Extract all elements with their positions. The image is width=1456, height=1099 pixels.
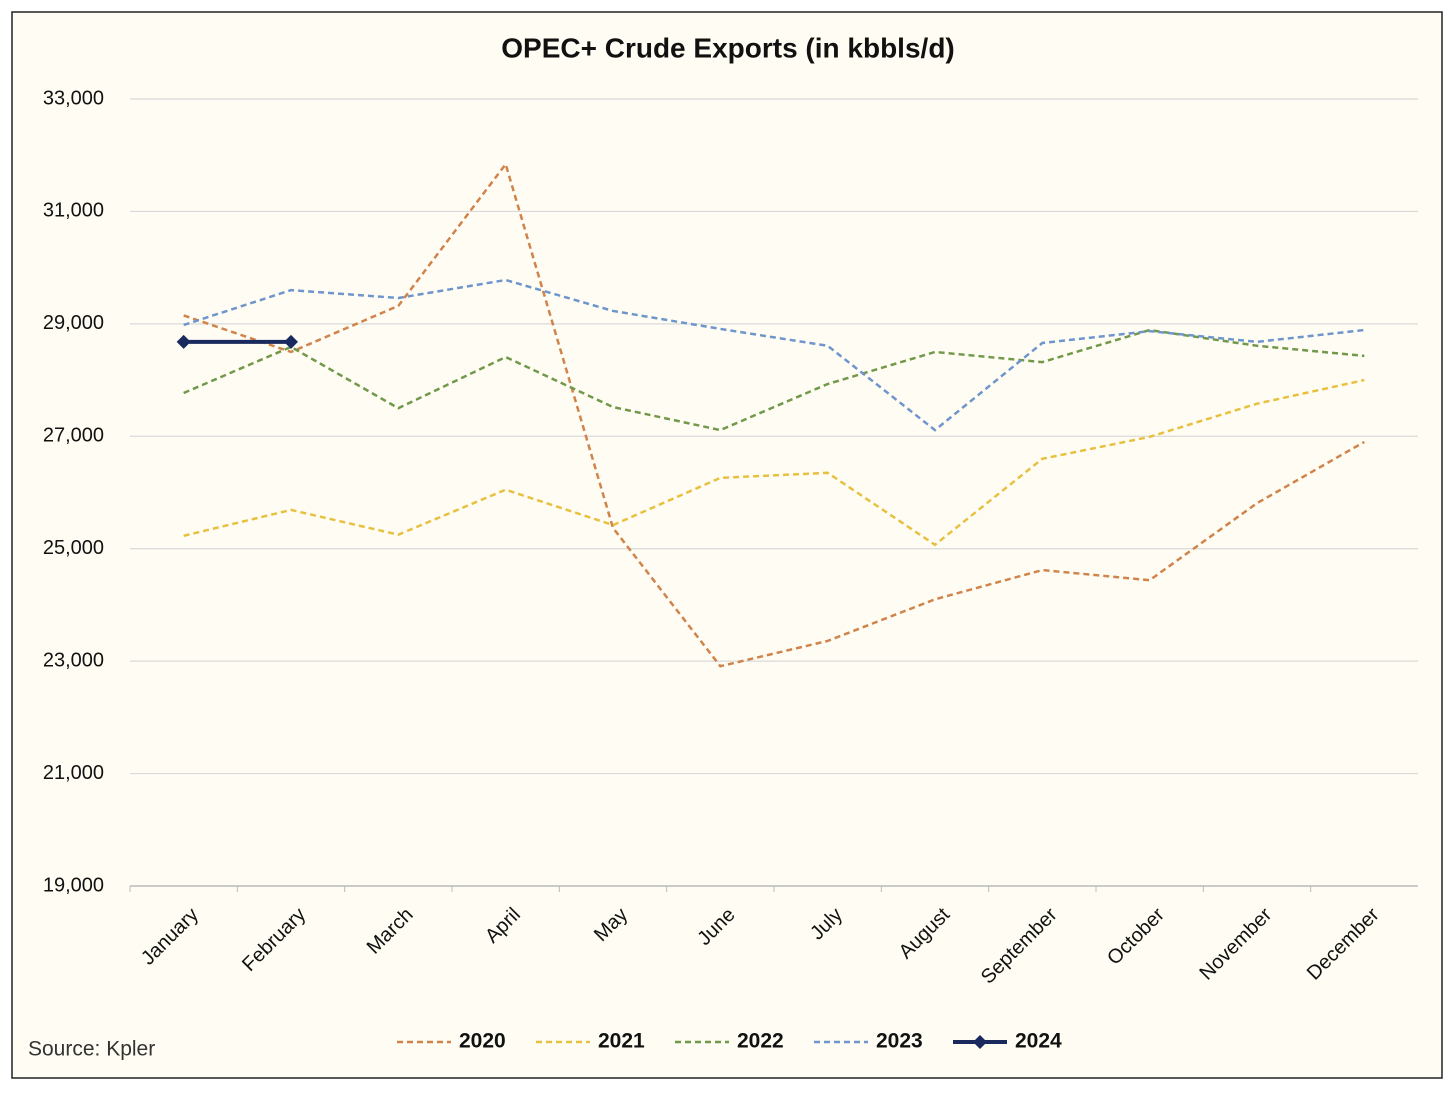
y-tick-label: 31,000 bbox=[43, 200, 104, 222]
source-note: Source: Kpler bbox=[28, 1038, 155, 1061]
legend-label: 2023 bbox=[876, 1030, 923, 1053]
legend-label: 2022 bbox=[737, 1030, 784, 1053]
series-line bbox=[183, 278, 1365, 432]
chart-title: OPEC+ Crude Exports (in kbbls/d) bbox=[501, 32, 955, 63]
legend-label: 2020 bbox=[459, 1030, 506, 1053]
legend-label: 2021 bbox=[598, 1030, 645, 1053]
y-tick-label: 21,000 bbox=[43, 762, 104, 784]
y-tick-label: 29,000 bbox=[43, 312, 104, 334]
y-tick-label: 27,000 bbox=[43, 425, 104, 447]
series-line bbox=[183, 378, 1365, 547]
point-marker bbox=[284, 334, 298, 349]
legend-label: 2024 bbox=[1015, 1030, 1062, 1053]
legend-marker bbox=[973, 1035, 987, 1049]
chart-frame bbox=[11, 11, 1443, 1079]
y-tick-label: 25,000 bbox=[43, 537, 104, 559]
y-tick-label: 19,000 bbox=[43, 874, 104, 896]
y-tick-label: 23,000 bbox=[43, 649, 104, 671]
point-marker bbox=[176, 334, 191, 349]
series-line bbox=[183, 161, 1365, 668]
series-line bbox=[183, 328, 1365, 432]
y-tick-label: 33,000 bbox=[43, 87, 104, 109]
